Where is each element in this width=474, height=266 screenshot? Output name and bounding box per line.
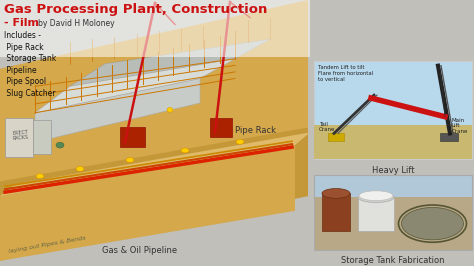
Ellipse shape <box>401 207 464 240</box>
Polygon shape <box>0 127 308 261</box>
Text: Includes -
 Pipe Rack
 Storage Tank
 Pipeline
 Pipe Spool
 Slug Catcher: Includes - Pipe Rack Storage Tank Pipeli… <box>4 31 56 98</box>
Ellipse shape <box>359 191 393 201</box>
Polygon shape <box>35 59 235 113</box>
Polygon shape <box>0 0 308 261</box>
Text: Tandem Lift to tilt
Flare from horizontal
to vertical: Tandem Lift to tilt Flare from horizonta… <box>318 65 373 82</box>
Ellipse shape <box>358 192 394 203</box>
Bar <box>322 193 350 231</box>
Bar <box>328 133 344 141</box>
Bar <box>314 174 472 250</box>
Ellipse shape <box>181 148 189 153</box>
Polygon shape <box>70 39 270 86</box>
Text: - Film: - Film <box>4 18 39 28</box>
Ellipse shape <box>322 189 350 198</box>
Bar <box>314 174 472 197</box>
Ellipse shape <box>36 174 44 178</box>
Bar <box>5 118 33 157</box>
Text: Heavy Lift: Heavy Lift <box>372 166 414 175</box>
Ellipse shape <box>76 167 84 171</box>
Text: Pipe Rack: Pipe Rack <box>235 126 276 135</box>
Bar <box>120 127 145 147</box>
Polygon shape <box>35 78 200 142</box>
Ellipse shape <box>167 107 173 112</box>
Bar <box>0 0 310 57</box>
Text: Gas & Oil Pipeline: Gas & Oil Pipeline <box>102 246 178 255</box>
Bar <box>210 118 232 137</box>
Bar <box>33 120 51 154</box>
Text: Gas Processing Plant, Construction: Gas Processing Plant, Construction <box>4 3 267 16</box>
Bar <box>314 197 472 250</box>
Text: by David H Moloney: by David H Moloney <box>38 19 115 28</box>
Bar <box>314 61 472 159</box>
Ellipse shape <box>126 157 134 163</box>
Bar <box>440 133 458 141</box>
Bar <box>314 124 472 159</box>
Ellipse shape <box>236 139 244 144</box>
Text: ERECT
RACKS: ERECT RACKS <box>12 129 29 142</box>
Text: Main
Lift
Crane: Main Lift Crane <box>452 118 468 134</box>
Bar <box>358 197 394 231</box>
Text: Tail
Crane: Tail Crane <box>319 122 336 132</box>
Ellipse shape <box>56 142 64 148</box>
Polygon shape <box>0 132 310 196</box>
Text: Storage Tank Fabrication: Storage Tank Fabrication <box>341 256 445 265</box>
Text: laying out Pipes & Bends: laying out Pipes & Bends <box>8 236 86 254</box>
Polygon shape <box>0 145 295 261</box>
